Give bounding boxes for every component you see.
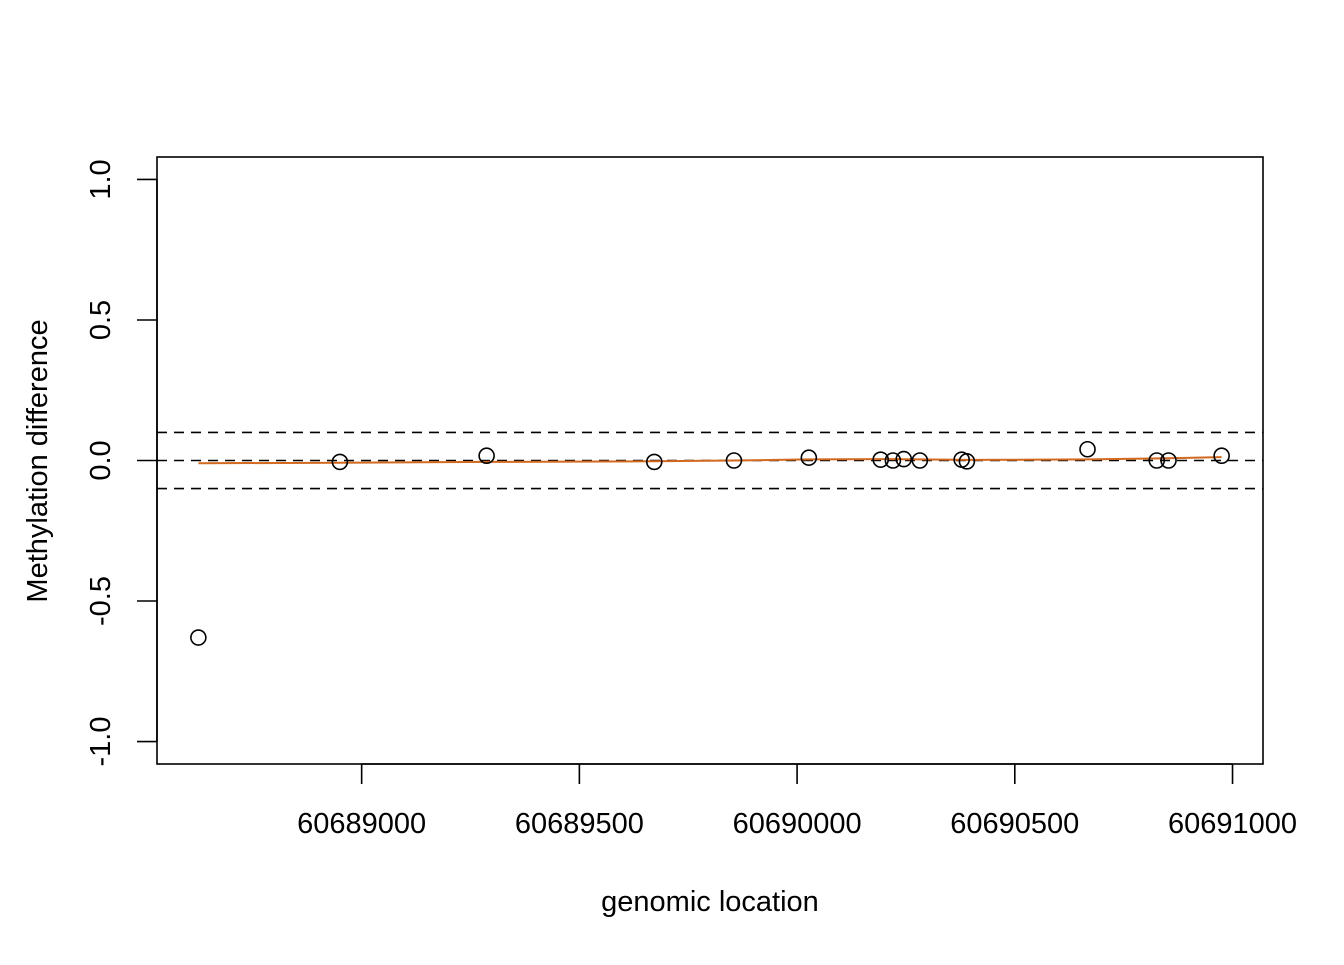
- x-tick-label-0: 60689000: [297, 808, 426, 840]
- x-tick-label-4: 60691000: [1168, 808, 1297, 840]
- data-point-2: [478, 447, 495, 465]
- data-point-12: [1079, 440, 1096, 458]
- y-tick-label-2: 0.0: [85, 440, 117, 480]
- data-point-7: [884, 452, 902, 469]
- y-axis: -1.0 -0.5 0.0 0.5 1.0: [85, 159, 158, 767]
- y-tick-label-1: -0.5: [85, 576, 117, 626]
- data-point-3: [645, 453, 663, 471]
- x-axis: 60689000 60689500 60690000 60690500 60691000: [297, 763, 1297, 840]
- y-tick-label-3: 0.5: [85, 300, 117, 340]
- data-point-0: [190, 629, 207, 646]
- x-tick-label-3: 60690500: [950, 808, 1079, 840]
- data-point-1: [331, 453, 349, 471]
- y-axis-label: Methylation difference: [22, 319, 54, 602]
- data-point-13: [1148, 452, 1166, 469]
- data-point-9: [911, 452, 929, 469]
- data-points: [190, 440, 1230, 646]
- smooth-line: [198, 456, 1222, 465]
- data-point-11: [958, 453, 976, 470]
- smooth-line-layer: [198, 456, 1222, 465]
- data-point-14: [1160, 452, 1177, 469]
- y-tick-label-0: -1.0: [85, 717, 117, 767]
- data-point-5: [800, 449, 818, 466]
- data-point-6: [872, 451, 889, 468]
- y-tick-label-4: 1.0: [85, 159, 117, 199]
- data-point-4: [725, 452, 743, 469]
- x-tick-label-2: 60690000: [733, 808, 862, 840]
- data-point-8: [895, 450, 913, 468]
- data-point-15: [1213, 447, 1230, 465]
- x-axis-label: genomic location: [601, 886, 819, 918]
- x-tick-label-1: 60689500: [515, 808, 644, 840]
